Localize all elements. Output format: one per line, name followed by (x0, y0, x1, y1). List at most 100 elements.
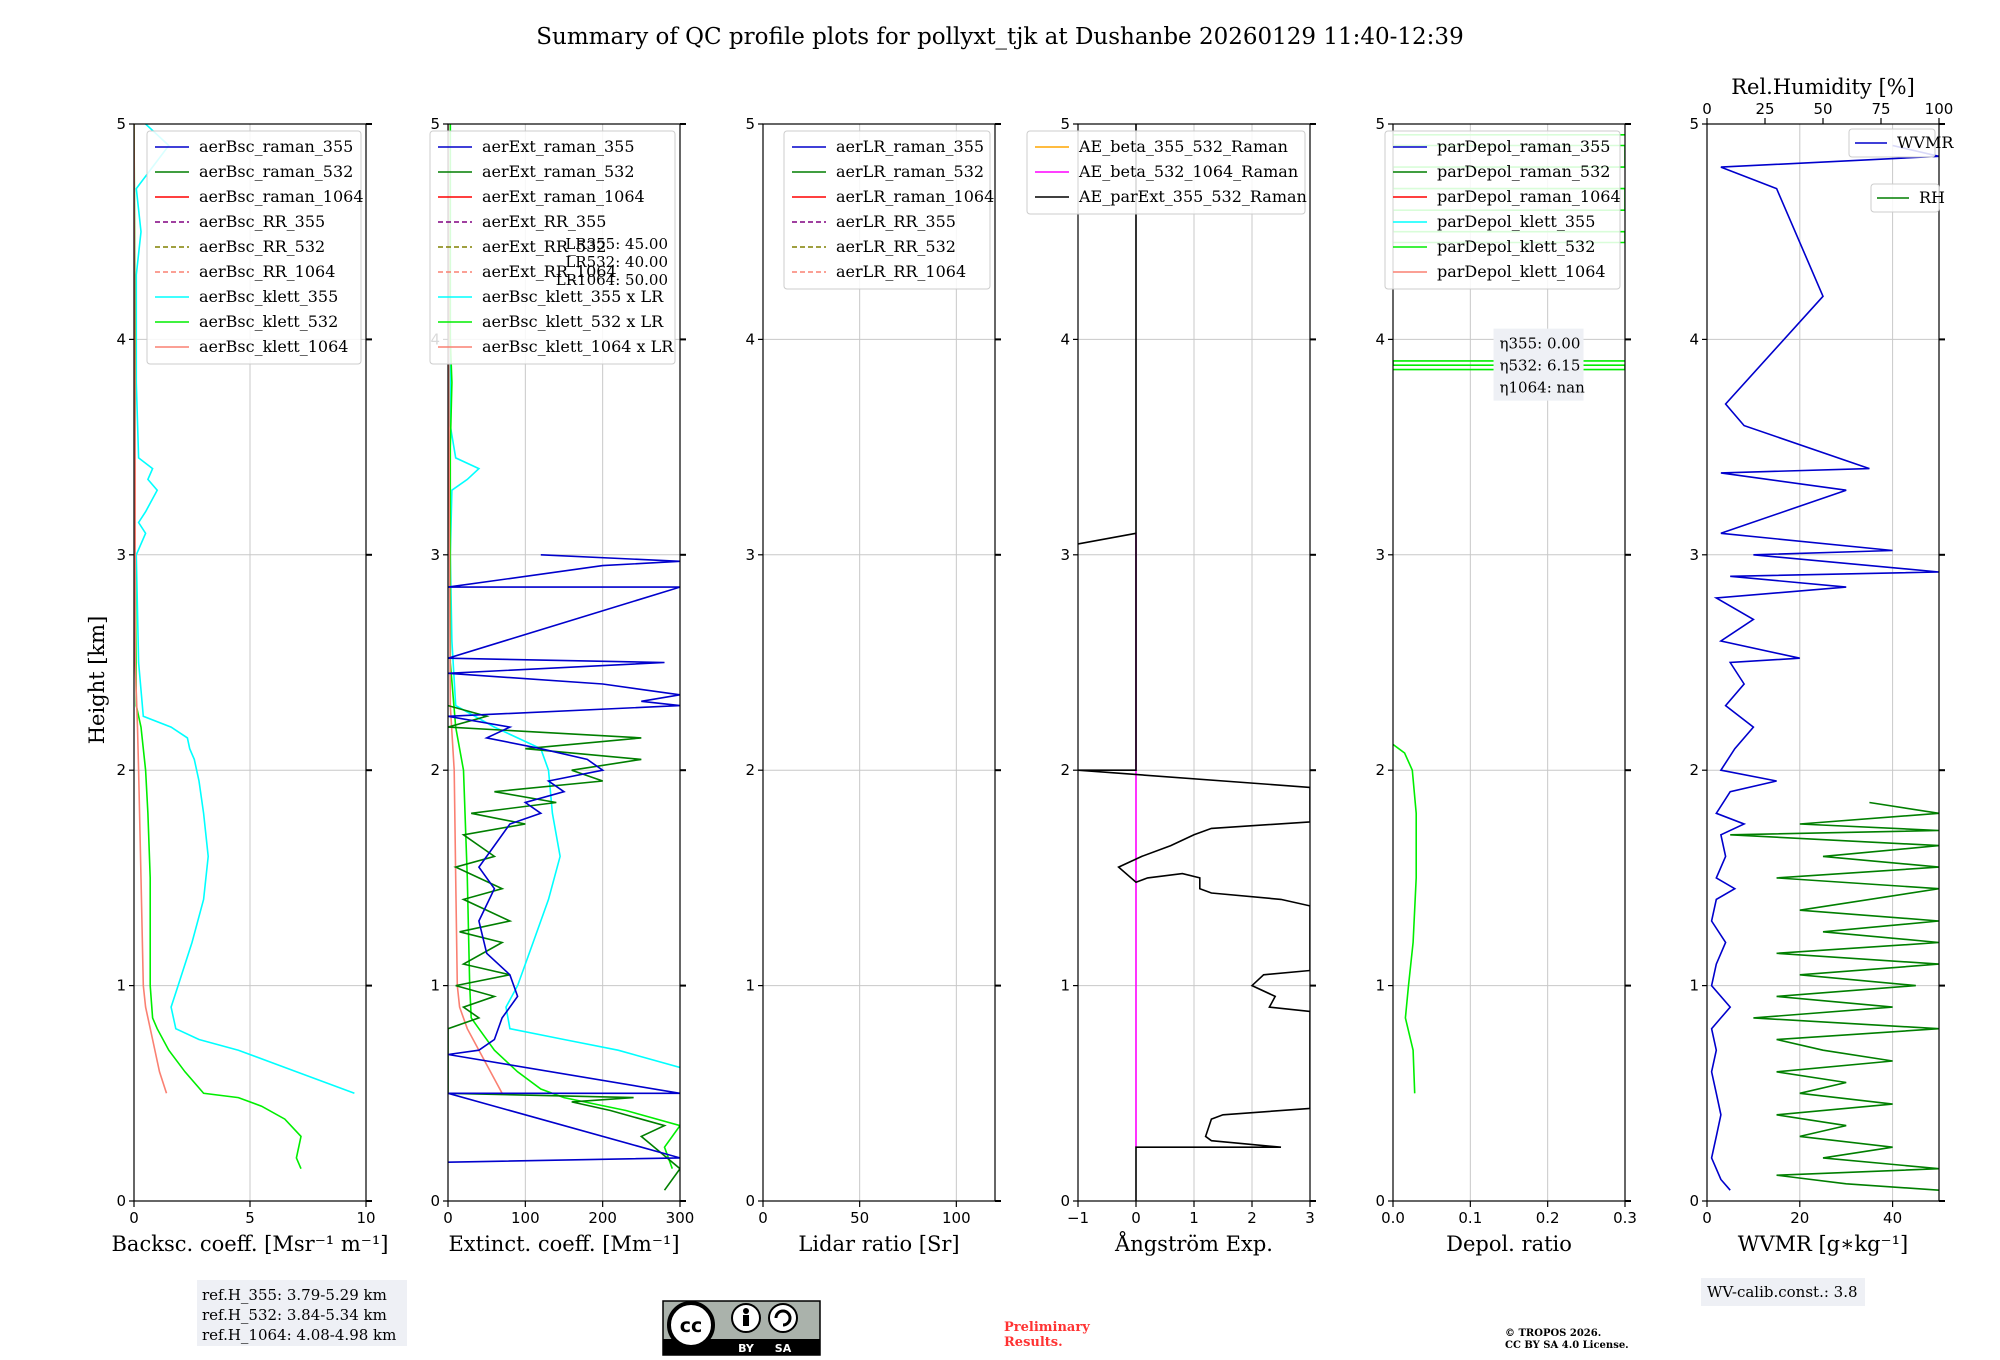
eta-annotation-box: η355: 0.00 η532: 6.15 η1064: nan (1493, 328, 1585, 401)
y-tick-label: 5 (1689, 115, 1699, 133)
legend-label: aerBsc_RR_355 (199, 212, 325, 231)
y-tick-label: 3 (1060, 546, 1070, 564)
legend-lr: aerLR_raman_355 aerLR_raman_532 aerLR_rama… (783, 130, 994, 290)
legend-label: AE_parExt_355_532_Raman (1078, 187, 1307, 206)
legend-label: aerBsc_klett_355 x LR (482, 287, 664, 306)
top-x-tick-label: 50 (1813, 100, 1832, 118)
x-axis-label-lr: Lidar ratio [Sr] (798, 1232, 959, 1256)
x-tick-label: 50 (850, 1209, 869, 1227)
y-tick-label: 4 (116, 330, 126, 348)
ref-height-box: ref.H_355: 3.79-5.29 km ref.H_532: 3.84-… (197, 1280, 407, 1346)
share-alike-icon (768, 1303, 798, 1333)
legend-label: parDepol_klett_532 (1437, 237, 1595, 256)
y-axis-label: Height [km] (85, 616, 109, 745)
x-tick-label: 0.3 (1613, 1209, 1637, 1227)
legend-label: aerExt_RR_355 (482, 212, 606, 231)
top-x-axis-label: Rel.Humidity [%] (1731, 75, 1915, 99)
y-tick-label: 3 (745, 546, 755, 564)
legend-label: AE_beta_355_532_Raman (1078, 137, 1288, 156)
subplot-dep: 0.0 0.1 0.2 0.3 0 1 2 3 4 5 Depol. ratio parDepol_r… (1375, 115, 1636, 1256)
ref-height-1064: ref.H_1064: 4.08-4.98 km (202, 1326, 396, 1344)
legend-label: aerLR_raman_355 (836, 137, 984, 156)
legend-dep: parDepol_raman_355 parDepol_raman_532 parD… (1384, 130, 1621, 290)
figure-title: Summary of QC profile plots for pollyxt_… (536, 24, 1463, 50)
legend-label: parDepol_raman_1064 (1437, 187, 1621, 206)
y-tick-label: 5 (1060, 115, 1070, 133)
subplot-bsc: 0 5 10 0 1 2 3 4 5 Backsc. coeff. [Msr⁻¹ m⁻¹] aerB… (112, 115, 389, 1256)
legend-bsc: aerBsc_raman_355 aerBsc_raman_532 aerBsc_r… (146, 130, 364, 365)
y-tick-label: 5 (116, 115, 126, 133)
legend-label: aerLR_RR_355 (836, 212, 956, 231)
lidar-ratio-annotation: LR1064: 50.00 (556, 271, 668, 289)
cc-icon (667, 1301, 715, 1349)
series-ae-parext-355-532-raman (1078, 124, 1310, 1201)
y-tick-label: 3 (116, 546, 126, 564)
y-tick-label: 2 (1060, 761, 1070, 779)
ref-height-532: ref.H_532: 3.84-5.34 km (202, 1306, 387, 1324)
x-tick-label: 0.1 (1458, 1209, 1482, 1227)
legend-label: aerBsc_raman_532 (199, 162, 353, 181)
x-tick-label: 2 (1247, 1209, 1257, 1227)
series-group-bsc (134, 124, 355, 1170)
y-tick-label: 0 (1060, 1192, 1070, 1210)
x-axis-label-wv: WVMR [g∗kg⁻¹] (1738, 1232, 1909, 1256)
preliminary-line-2: Results. (1004, 1335, 1063, 1350)
x-tick-label: 0.0 (1381, 1209, 1405, 1227)
sa-text: SA (775, 1342, 792, 1355)
series-aerbsc-klett-355-x-lr (449, 124, 680, 1069)
preliminary-line-1: Preliminary (1004, 1320, 1090, 1335)
x-tick-label: −1 (1067, 1209, 1089, 1227)
y-tick-label: 1 (116, 977, 126, 995)
y-tick-label: 0 (1689, 1192, 1699, 1210)
legend-label: aerExt_RR_532 (482, 237, 606, 256)
y-tick-label: 1 (430, 977, 440, 995)
legend-label: parDepol_klett_1064 (1437, 262, 1606, 281)
top-x-tick-label: 100 (1925, 100, 1954, 118)
legend-label: aerExt_raman_1064 (482, 187, 645, 206)
subplot-lr: 0 50 100 0 1 2 3 4 5 Lidar ratio [Sr] aerLR_raman_… (745, 115, 1001, 1256)
y-tick-label: 0 (116, 1192, 126, 1210)
legend-label: aerBsc_RR_1064 (199, 262, 335, 281)
x-tick-label: 10 (356, 1209, 375, 1227)
top-x-tick-label: 75 (1871, 100, 1890, 118)
y-tick-label: 0 (430, 1192, 440, 1210)
series-group-ae (1078, 124, 1310, 1201)
x-tick-label: 1 (1189, 1209, 1199, 1227)
y-tick-label: 5 (745, 115, 755, 133)
y-tick-label: 1 (1060, 977, 1070, 995)
x-tick-label: 100 (511, 1209, 540, 1227)
x-axis-label-dep: Depol. ratio (1446, 1232, 1572, 1256)
legend-label: parDepol_klett_355 (1437, 212, 1595, 231)
y-tick-label: 5 (1375, 115, 1385, 133)
x-tick-label: 5 (245, 1209, 255, 1227)
series-aerbsc-klett-1064-x-lr (448, 124, 503, 1094)
legend-label: aerBsc_RR_532 (199, 237, 325, 256)
legend-label: aerBsc_raman_355 (199, 137, 353, 156)
axes-frame (1392, 123, 1626, 1202)
legend-label: WVMR (1897, 133, 1954, 152)
legend-ae: AE_beta_355_532_Raman AE_beta_532_1064_Ra… (1026, 130, 1307, 215)
y-tick-label: 4 (1375, 330, 1385, 348)
legend-label: parDepol_raman_355 (1437, 137, 1610, 156)
series-aerext-raman-532 (448, 704, 680, 1191)
series-aerbsc-klett-355 (135, 124, 355, 1095)
y-tick-label: 2 (430, 761, 440, 779)
series-group-wv (1710, 144, 1939, 1191)
ref-height-355: ref.H_355: 3.79-5.29 km (202, 1286, 387, 1304)
axes-frame (762, 123, 996, 1202)
legend-label: aerBsc_raman_1064 (199, 187, 364, 206)
x-tick-label: 0.2 (1536, 1209, 1560, 1227)
x-tick-label: 20 (1790, 1209, 1809, 1227)
copyright-line-2: CC BY SA 4.0 License. (1505, 1340, 1629, 1351)
x-tick-label: 0 (758, 1209, 768, 1227)
y-tick-label: 4 (1060, 330, 1070, 348)
y-tick-label: 2 (745, 761, 755, 779)
y-tick-label: 0 (1375, 1192, 1385, 1210)
y-tick-label: 0 (745, 1192, 755, 1210)
series-aerbsc-klett-532-x-lr (449, 124, 680, 1169)
legend-ext: aerExt_raman_355 aerExt_raman_532 aerExt_r… (429, 130, 676, 365)
legend-label: aerBsc_klett_355 (199, 287, 338, 306)
